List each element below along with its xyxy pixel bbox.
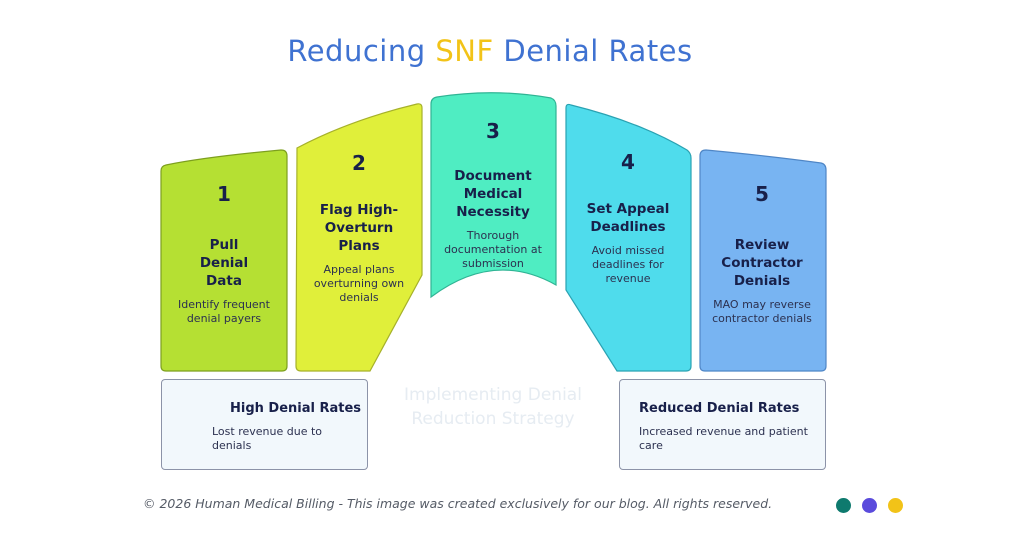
step-2-shape bbox=[295, 103, 423, 372]
left-box-title: High Denial Rates bbox=[230, 401, 362, 416]
step-5-heading: Review Contractor Denials bbox=[721, 237, 803, 289]
step-5: 5 Review Contractor Denials MAO may reve… bbox=[703, 182, 821, 326]
step-2: 2 Flag High-Overturn Plans Appeal plans … bbox=[300, 151, 418, 305]
step-1: 1 Pull Denial Data Identify frequent den… bbox=[166, 182, 282, 326]
right-box-title: Reduced Denial Rates bbox=[639, 401, 800, 416]
title-highlight: SNF bbox=[435, 34, 494, 68]
step-1-description: Identify frequent denial payers bbox=[178, 298, 270, 325]
step-1-heading: Pull Denial Data bbox=[199, 237, 249, 289]
title-prefix: Reducing bbox=[287, 34, 426, 68]
step-4-heading: Set Appeal Deadlines bbox=[586, 201, 670, 235]
dot-teal bbox=[836, 498, 851, 513]
step-2-number: 2 bbox=[352, 151, 366, 175]
step-4: 4 Set Appeal Deadlines Avoid missed dead… bbox=[568, 150, 688, 286]
step-4-shape bbox=[565, 103, 692, 372]
step-5-shape bbox=[699, 149, 827, 372]
dot-purple bbox=[862, 498, 877, 513]
step-2-heading: Flag High-Overturn Plans bbox=[319, 202, 399, 254]
center-ghost-text: Implementing Denial Reduction Strategy bbox=[404, 385, 582, 429]
page-title: Reducing SNF Denial Rates bbox=[0, 34, 980, 68]
step-5-number: 5 bbox=[755, 182, 769, 206]
left-box-description: Lost revenue due to denials bbox=[212, 425, 322, 452]
step-3-description: Thorough documentation at submission bbox=[444, 229, 542, 270]
left-outcome-box: High Denial Rates Lost revenue due to de… bbox=[161, 379, 368, 470]
step-4-description: Avoid missed deadlines for revenue bbox=[591, 244, 665, 285]
right-outcome-box: Reduced Denial Rates Increased revenue a… bbox=[619, 379, 826, 470]
step-4-number: 4 bbox=[621, 150, 635, 174]
right-box-description: Increased revenue and patient care bbox=[639, 425, 808, 452]
step-5-description: MAO may reverse contractor denials bbox=[712, 298, 812, 325]
step-3-heading: Document Medical Necessity bbox=[454, 168, 532, 220]
step-2-description: Appeal plans overturning own denials bbox=[313, 263, 405, 304]
step-3-number: 3 bbox=[486, 119, 500, 143]
copyright-footer: © 2026 Human Medical Billing - This imag… bbox=[143, 496, 773, 511]
step-1-shape bbox=[160, 149, 288, 372]
title-suffix: Denial Rates bbox=[503, 34, 693, 68]
step-1-number: 1 bbox=[217, 182, 231, 206]
step-3: 3 Document Medical Necessity Thorough do… bbox=[433, 119, 553, 271]
dot-yellow bbox=[888, 498, 903, 513]
step-3-shape bbox=[430, 92, 557, 299]
